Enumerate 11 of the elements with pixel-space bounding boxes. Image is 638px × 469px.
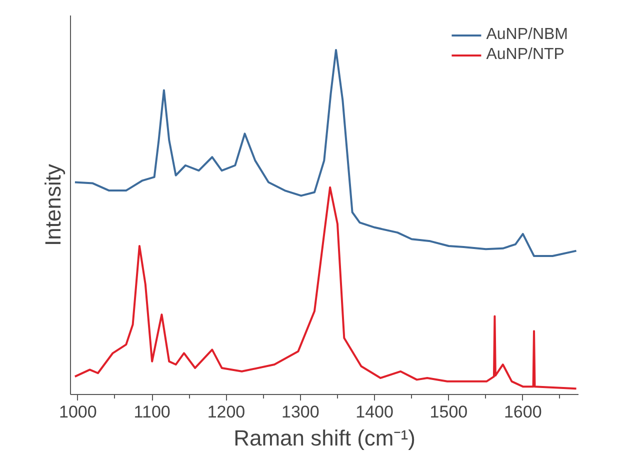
x-tick-label: 1000 [59, 402, 97, 422]
legend-label: AuNP/NTP [486, 46, 564, 64]
x-tick-label: 1600 [504, 402, 542, 422]
x-tick-label: 1400 [356, 402, 394, 422]
x-tick-label: 1500 [430, 402, 468, 422]
x-tick-label: 1200 [207, 402, 246, 422]
x-tick-label: 1100 [134, 402, 170, 422]
x-axis-title: Raman shift (cm⁻¹) [234, 426, 416, 450]
legend-label: AuNP/NBM [486, 26, 568, 44]
x-tick-label: 1300 [281, 402, 320, 422]
y-axis-title: Intensity [40, 164, 66, 246]
